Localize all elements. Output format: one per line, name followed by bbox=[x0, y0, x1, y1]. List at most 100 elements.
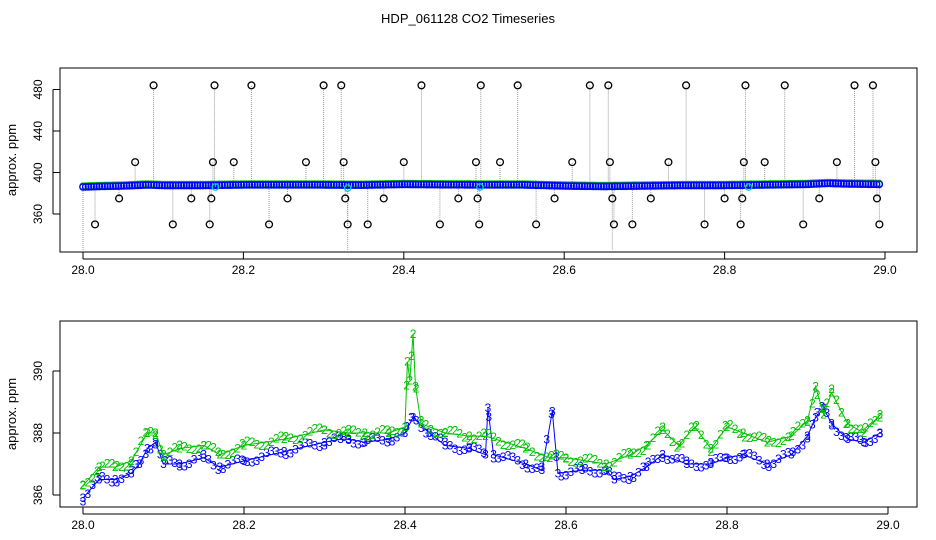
series-marker: 2 bbox=[877, 411, 884, 425]
y-tick-label: 400 bbox=[31, 162, 45, 182]
baseline-point bbox=[360, 181, 368, 190]
series-marker: 2 bbox=[819, 402, 826, 416]
series-marker: 2 bbox=[490, 430, 497, 444]
top-y-axis-title: approx. ppm bbox=[4, 124, 19, 196]
spike-point bbox=[131, 158, 140, 167]
baseline-point bbox=[92, 182, 101, 191]
series-marker: 3 bbox=[350, 436, 357, 450]
series-marker: 2 bbox=[273, 431, 280, 445]
baseline-point bbox=[681, 181, 690, 190]
baseline-point bbox=[278, 181, 286, 189]
series-marker: 3 bbox=[857, 433, 864, 447]
series-marker: 2 bbox=[601, 460, 608, 474]
series-marker: 2 bbox=[679, 437, 686, 451]
series-marker: 2 bbox=[413, 381, 420, 395]
baseline-point bbox=[654, 181, 663, 190]
series-marker: 3 bbox=[828, 419, 835, 433]
baseline-point bbox=[398, 180, 406, 189]
series-marker: 3 bbox=[369, 431, 376, 445]
series-marker: 2 bbox=[80, 479, 87, 493]
series-marker: 2 bbox=[717, 428, 724, 442]
series-marker: 3 bbox=[510, 450, 517, 464]
series-marker: 3 bbox=[112, 473, 119, 487]
series-marker: 2 bbox=[751, 430, 758, 444]
series-marker: 3 bbox=[843, 431, 850, 445]
baseline-point bbox=[496, 181, 505, 189]
spike-point bbox=[363, 220, 372, 229]
baseline-point bbox=[223, 181, 232, 190]
series-marker: 2 bbox=[740, 426, 747, 440]
baseline-point bbox=[640, 182, 649, 190]
baseline-point bbox=[875, 180, 884, 189]
series-marker: 3 bbox=[616, 469, 623, 483]
series-marker: 3 bbox=[683, 454, 690, 468]
spike-point bbox=[513, 81, 522, 90]
series-marker: 2 bbox=[99, 459, 106, 473]
series-marker: 3 bbox=[152, 437, 159, 451]
baseline-point bbox=[861, 180, 870, 189]
baseline-point bbox=[801, 180, 810, 189]
baseline-point bbox=[280, 181, 289, 189]
x-tick-label: 28.6 bbox=[554, 518, 578, 532]
baseline-point bbox=[834, 179, 843, 188]
spike-point bbox=[417, 81, 426, 90]
series-marker: 3 bbox=[123, 467, 130, 481]
baseline-point bbox=[493, 181, 502, 189]
series-marker: 2 bbox=[669, 435, 676, 449]
baseline-point bbox=[545, 181, 554, 190]
baseline-point bbox=[144, 181, 153, 189]
series-marker: 2 bbox=[176, 442, 183, 456]
series-marker: 2 bbox=[340, 424, 347, 438]
baseline-point bbox=[109, 182, 117, 191]
cyan-point bbox=[343, 184, 352, 192]
series-marker: 3 bbox=[780, 447, 787, 461]
cyan-point bbox=[211, 183, 220, 191]
baseline-point bbox=[859, 180, 867, 188]
series-marker: 3 bbox=[99, 470, 106, 484]
baseline-point bbox=[687, 181, 695, 190]
series-marker: 2 bbox=[403, 379, 410, 393]
series-marker: 2 bbox=[447, 423, 454, 437]
series-marker: 2 bbox=[297, 432, 304, 446]
series-marker: 3 bbox=[764, 457, 771, 471]
baseline-point bbox=[643, 182, 652, 190]
baseline-point bbox=[864, 180, 873, 189]
series-marker: 2 bbox=[708, 445, 715, 459]
series-marker: 2 bbox=[788, 429, 795, 443]
series-marker: 3 bbox=[737, 450, 744, 464]
series-marker: 2 bbox=[510, 438, 517, 452]
series-marker: 3 bbox=[471, 440, 478, 454]
series-marker: 2 bbox=[239, 437, 246, 451]
series-marker: 3 bbox=[611, 473, 618, 487]
spike-point bbox=[319, 81, 328, 90]
series-marker: 2 bbox=[311, 421, 318, 435]
series-marker: 2 bbox=[732, 422, 739, 436]
series-marker: 2 bbox=[746, 431, 753, 445]
series-marker: 2 bbox=[374, 425, 381, 439]
bottom-panel: approx. ppm 3333333333333333333333333333… bbox=[4, 320, 918, 532]
series-marker: 3 bbox=[643, 460, 650, 474]
baseline-point bbox=[150, 181, 158, 190]
series-marker: 3 bbox=[693, 460, 700, 474]
baseline-point bbox=[414, 180, 423, 189]
series-marker: 2 bbox=[823, 396, 830, 410]
series-marker: 2 bbox=[80, 478, 87, 492]
baseline-point bbox=[212, 181, 221, 190]
y-tick-label: 440 bbox=[31, 121, 45, 141]
series-marker: 2 bbox=[138, 434, 145, 448]
baseline-point bbox=[733, 181, 742, 190]
series-marker: 3 bbox=[278, 447, 285, 461]
baseline-point bbox=[509, 181, 518, 189]
x-tick-label: 29.0 bbox=[876, 518, 900, 532]
series-marker: 2 bbox=[249, 435, 256, 449]
baseline-point bbox=[632, 182, 641, 190]
series-marker: 2 bbox=[404, 355, 411, 369]
series-marker: 3 bbox=[128, 463, 135, 477]
series-marker: 3 bbox=[481, 446, 488, 460]
series-marker: 2 bbox=[698, 428, 705, 442]
baseline-point bbox=[692, 181, 701, 190]
bottom-plot-frame bbox=[59, 320, 918, 508]
baseline-point bbox=[758, 181, 766, 189]
series-marker: 3 bbox=[549, 404, 556, 418]
